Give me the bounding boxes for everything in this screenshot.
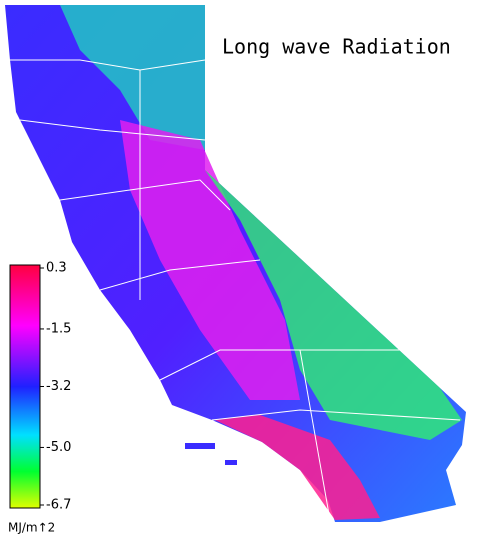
colorbar xyxy=(9,264,41,509)
northeast-region xyxy=(60,5,205,150)
tick-label: -6.7 xyxy=(46,498,71,513)
map-title: Long wave Radiation xyxy=(222,35,451,59)
tick-label: 0.3 xyxy=(46,261,67,276)
tick-label: -1.5 xyxy=(46,321,71,336)
eastern-desert xyxy=(205,170,462,440)
south-coast xyxy=(215,415,380,520)
colorbar-ticks: 0.3 -1.5 -3.2 -5.0 -6.7 xyxy=(40,261,71,513)
central-valley xyxy=(120,120,300,400)
tick-label: -3.2 xyxy=(46,379,71,394)
colorbar-unit: MJ/m↑2 xyxy=(8,521,55,535)
tick-label: -5.0 xyxy=(46,440,71,455)
county-lines xyxy=(5,59,461,521)
california-map xyxy=(5,5,466,522)
islands xyxy=(185,443,237,465)
